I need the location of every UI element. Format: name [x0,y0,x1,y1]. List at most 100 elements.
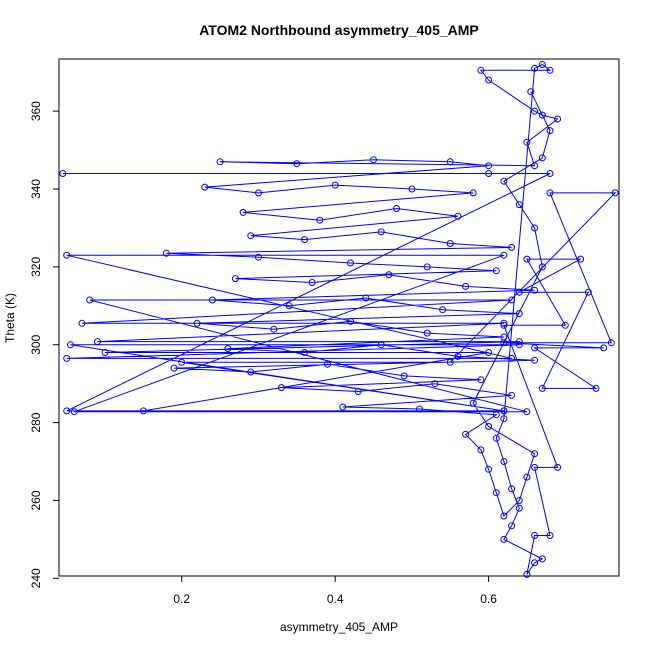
data-point-114 [431,380,439,388]
data-point-131 [515,201,523,209]
x-tick-label-0: 0.2 [173,592,190,606]
data-point-15 [78,319,86,327]
data-point-37 [561,321,569,329]
data-point-10 [500,251,508,259]
data-point-68 [201,183,209,191]
y-tick-label-1: 260 [29,490,43,510]
data-point-117 [416,405,423,413]
data-point-49 [508,485,516,493]
data-point-88 [308,279,316,286]
data-point-23 [178,358,186,366]
y-tick-label-6: 360 [29,101,43,121]
data-point-38 [500,321,508,329]
data-point-32 [538,384,546,392]
data-point-119 [462,430,470,438]
data-point-133 [538,154,546,162]
data-point-87 [231,275,239,283]
data-point-123 [500,512,508,520]
data-point-13 [86,296,94,304]
data-point-134 [546,127,554,135]
data-point-14 [508,296,516,304]
data-point-25 [611,189,619,197]
data-point-104 [377,341,385,349]
data-point-19 [101,349,109,356]
data-point-72 [469,189,477,197]
data-point-92 [208,296,216,304]
data-point-64 [293,160,301,168]
data-point-39 [554,463,562,471]
data-point-86 [492,267,500,275]
data-point-129 [538,263,546,271]
data-point-60 [554,115,562,123]
data-point-74 [316,216,324,224]
data-point-16 [500,319,508,327]
data-point-96 [515,310,523,318]
data-point-53 [531,64,539,72]
data-point-81 [508,243,516,251]
data-point-9 [63,251,71,259]
data-point-77 [247,232,255,240]
data-point-40 [531,463,539,471]
y-tick-label-3: 300 [29,334,43,354]
data-point-98 [270,325,278,333]
data-point-54 [538,61,546,68]
data-point-135 [527,88,535,96]
data-point-59 [538,111,546,119]
data-point-31 [592,384,600,392]
data-point-91 [531,286,539,294]
x-axis: 0.2 0.4 0.6 [173,576,497,606]
data-point-57 [485,76,493,84]
data-point-26 [546,189,554,197]
data-point-94 [362,294,370,302]
data-point-63 [216,158,224,166]
data-point-52 [500,415,508,423]
data-point-1 [485,170,493,177]
data-point-70 [331,181,339,189]
data-point-89 [385,271,393,279]
y-axis: 240 260 280 300 320 340 360 [29,101,59,588]
data-point-6 [515,341,523,349]
plot-frame [58,58,620,577]
data-point-84 [347,259,354,267]
data-point-118 [492,411,500,419]
data-point-22 [500,407,508,415]
data-point-75 [393,205,400,212]
data-point-66 [446,158,454,166]
data-point-51 [492,434,500,442]
data-point-3 [63,407,71,415]
x-tick-label-2: 0.6 [480,592,497,606]
data-point-130 [531,224,539,232]
data-point-78 [301,236,308,244]
data-point-101 [500,333,508,341]
data-point-56 [477,66,485,74]
data-point-0 [59,170,67,177]
series-line-0 [62,63,617,575]
data-point-85 [423,263,431,271]
data-point-79 [377,228,385,236]
data-point-61 [523,138,531,146]
data-point-29 [600,344,608,352]
chart-title: ATOM2 Northbound asymmetry_405_AMP [199,22,479,38]
data-point-90 [462,282,470,290]
data-point-55 [546,66,554,74]
data-point-80 [446,240,454,247]
data-point-111 [477,376,485,384]
data-point-109 [324,360,331,368]
data-point-34 [515,288,523,296]
data-point-21 [139,407,147,415]
data-point-108 [247,368,255,376]
data-point-127 [485,423,493,430]
data-point-8 [508,354,516,362]
data-point-42 [531,532,539,539]
x-axis-label: asymmetry_405_AMP [280,620,398,634]
data-point-24 [446,358,454,366]
data-point-33 [584,288,592,296]
data-point-44 [531,559,539,567]
data-point-128 [469,399,477,407]
data-point-121 [485,465,493,473]
data-point-47 [508,522,516,530]
data-point-46 [500,535,508,543]
data-point-122 [492,489,500,497]
data-point-107 [170,364,178,372]
